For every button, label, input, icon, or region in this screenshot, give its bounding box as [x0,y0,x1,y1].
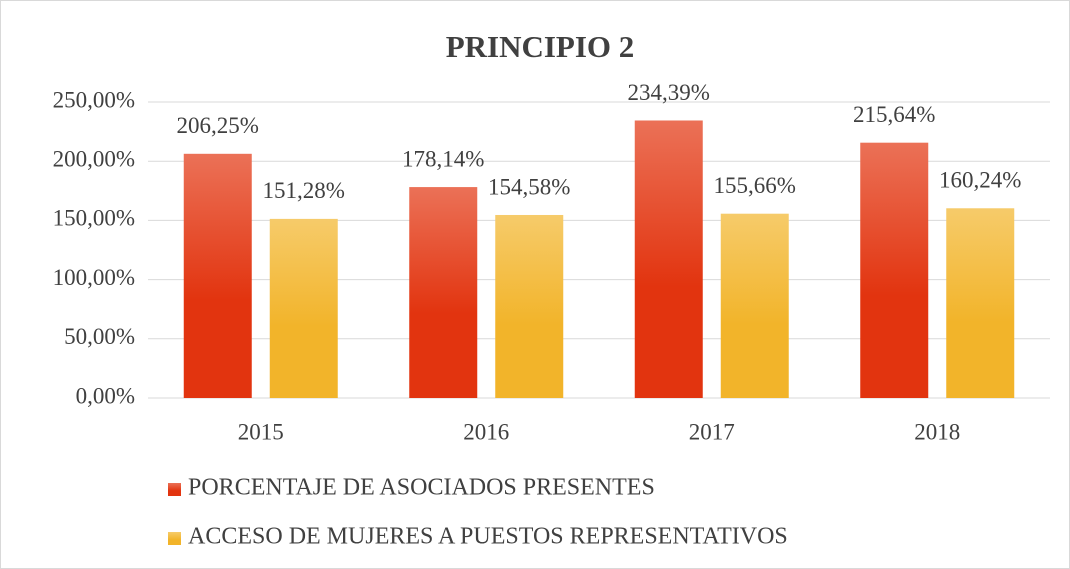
y-tick-label: 0,00% [76,383,135,408]
bar [634,120,703,398]
y-tick-label: 100,00% [53,265,135,290]
x-tick-label: 2016 [463,419,509,444]
y-tick-label: 250,00% [53,87,135,112]
legend-swatch [168,532,181,545]
y-tick-label: 50,00% [64,324,135,349]
x-tick-label: 2015 [238,419,284,444]
legend-label: ACCESO DE MUJERES A PUESTOS REPRESENTATI… [188,524,788,550]
value-label: 160,24% [939,168,1021,193]
bar [720,213,789,398]
y-tick-label: 150,00% [53,206,135,231]
value-label: 154,58% [488,174,570,199]
x-tick-label: 2017 [689,419,735,444]
value-label: 178,14% [402,146,484,171]
y-tick-label: 200,00% [53,146,135,171]
value-label: 206,25% [177,113,259,138]
value-label: 151,28% [263,178,345,203]
legend-label: PORCENTAJE DE ASOCIADOS PRESENTES [188,475,655,501]
bar [409,187,478,398]
bar [495,214,564,398]
value-label: 215,64% [853,102,935,127]
legend-swatch [168,483,181,496]
chart-title: PRINCIPIO 2 [446,29,635,64]
bar [183,153,252,398]
bar [269,218,338,398]
x-tick-label: 2018 [914,419,960,444]
value-label: 155,66% [714,173,796,198]
bar [946,208,1015,398]
value-label: 234,39% [628,80,710,105]
bar [860,142,929,398]
